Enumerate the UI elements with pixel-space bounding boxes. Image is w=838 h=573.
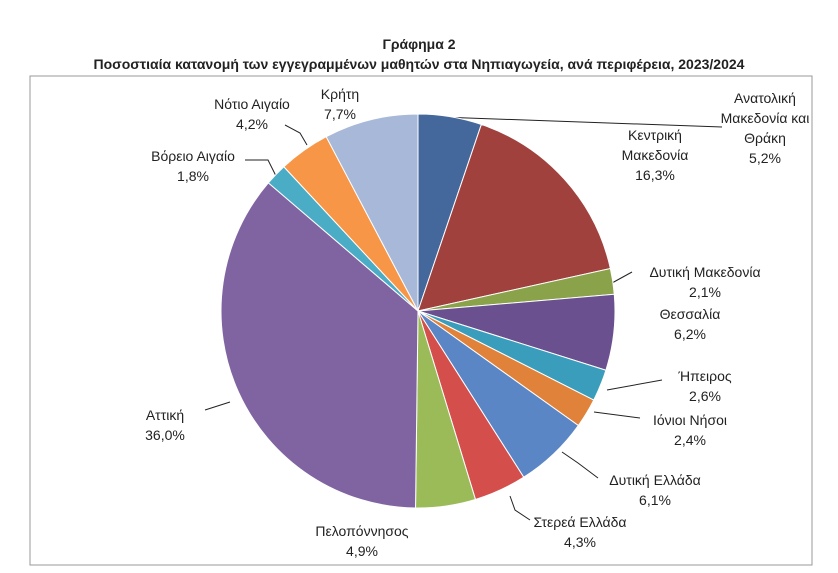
- leader-line: [245, 159, 278, 179]
- chart-border: [29, 75, 813, 566]
- value-label: 2,6%: [689, 388, 721, 404]
- slice-label: Δυτική Ελλάδα 6,1%: [585, 470, 725, 510]
- leader-line: [284, 124, 308, 146]
- leader-line: [593, 411, 641, 419]
- category-label: Στερεά Ελλάδα: [533, 514, 627, 530]
- slice-label: Στερεά Ελλάδα 4,3%: [510, 512, 650, 552]
- category-label: Κρήτη: [320, 86, 360, 102]
- slice-label: Κεντρική Μακεδονία 16,3%: [595, 125, 715, 185]
- chart-subtitle: Ποσοστιαία κατανομή των εγγεγραμμένων μα…: [93, 56, 745, 72]
- leader-line: [509, 495, 531, 521]
- value-label: 4,2%: [236, 116, 268, 132]
- value-label: 4,3%: [564, 534, 596, 550]
- slice-label: Δυτική Μακεδονία 2,1%: [620, 262, 790, 302]
- slice-label: Αττική 36,0%: [105, 405, 225, 445]
- category-label: Ιόνιοι Νήσοι: [652, 412, 727, 428]
- category-label: Θεσσαλία: [659, 306, 721, 322]
- slice-label: Πελοπόννησος 4,9%: [292, 521, 432, 561]
- value-label: 5,2%: [749, 150, 781, 166]
- slice-label: Νότιο Αιγαίο 4,2%: [182, 94, 322, 134]
- leader-line: [439, 116, 723, 128]
- pie-slice: [220, 182, 419, 509]
- leader-line: [204, 401, 231, 411]
- pie-slice: [417, 123, 611, 312]
- value-label: 6,1%: [639, 492, 671, 508]
- category-label: Ανατολική Μακεδονία και Θράκη: [720, 90, 810, 146]
- category-label: Δυτική Ελλάδα: [609, 472, 701, 488]
- value-label: 7,7%: [324, 106, 356, 122]
- slice-label: Κρήτη 7,7%: [310, 84, 370, 124]
- slice-label: Θεσσαλία 6,2%: [630, 304, 750, 344]
- value-label: 2,4%: [674, 432, 706, 448]
- category-label: Πελοπόννησος: [315, 523, 409, 539]
- value-label: 6,2%: [674, 326, 706, 342]
- value-label: 1,8%: [177, 168, 209, 184]
- slice-label: Ανατολική Μακεδονία και Θράκη 5,2%: [710, 88, 820, 168]
- slice-label: Ήπειρος 2,6%: [645, 366, 765, 406]
- value-label: 16,3%: [635, 167, 675, 183]
- chart-title: Γράφημα 2: [382, 36, 456, 52]
- slice-label: Βόρειο Αιγαίο 1,8%: [123, 146, 263, 186]
- leader-line: [606, 379, 663, 391]
- category-label: Κεντρική Μακεδονία: [621, 127, 689, 163]
- category-label: Αττική: [145, 407, 185, 423]
- value-label: 4,9%: [346, 543, 378, 559]
- leader-line: [611, 271, 633, 284]
- category-label: Νότιο Αιγαίο: [214, 96, 290, 112]
- pie-slice: [325, 113, 419, 312]
- value-label: 36,0%: [145, 427, 185, 443]
- category-label: Ήπειρος: [678, 368, 732, 384]
- slice-label: Ιόνιοι Νήσοι 2,4%: [630, 410, 750, 450]
- leader-line: [561, 451, 599, 479]
- category-label: Δυτική Μακεδονία: [649, 264, 761, 280]
- category-label: Βόρειο Αιγαίο: [151, 148, 235, 164]
- value-label: 2,1%: [689, 284, 721, 300]
